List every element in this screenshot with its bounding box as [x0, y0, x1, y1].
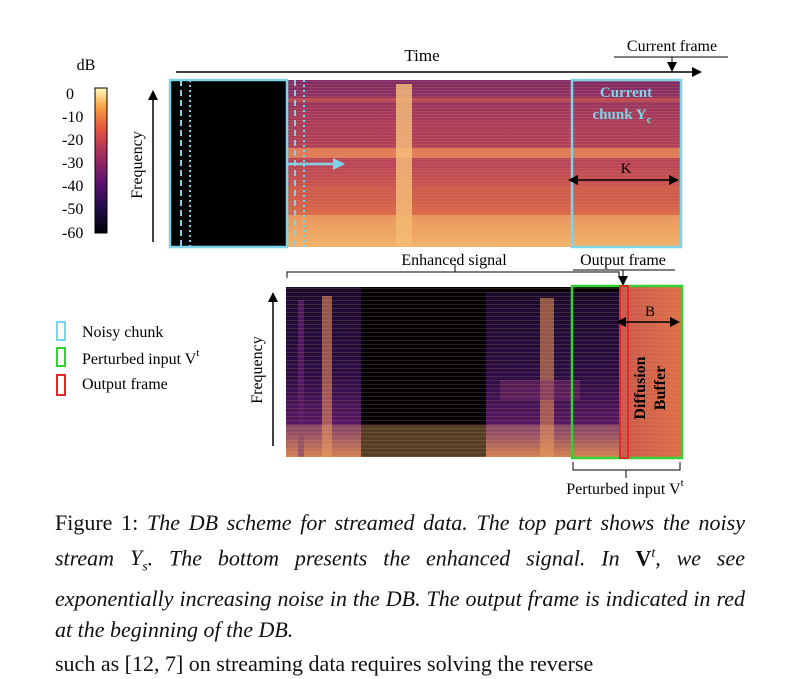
- caption-prefix: Figure 1:: [55, 510, 147, 535]
- perturbed-input-sup: t: [681, 477, 684, 489]
- enhanced-signal-label: Enhanced signal: [401, 252, 507, 269]
- bottom-frequency-label: Frequency: [249, 336, 266, 404]
- body-text-next-line: such as [12, 7] on streaming data requir…: [55, 651, 594, 676]
- legend-label-perturbed-main: Perturbed input V: [82, 351, 197, 368]
- bottom-frequency-axis: Frequency: [249, 292, 278, 446]
- colorbar-tick: -30: [62, 155, 83, 172]
- legend: Noisy chunk Perturbed input Vt Output fr…: [56, 321, 199, 396]
- colorbar: dB 0 -10 -20 -30 -40 -50 -60: [62, 57, 108, 242]
- current-frame-label: Current frame: [627, 38, 717, 55]
- caption-part1: The DB scheme for streamed data. The top…: [55, 510, 745, 571]
- caption-v-bold: V: [635, 545, 652, 571]
- bottom-spectrogram: [286, 287, 682, 457]
- k-span: K: [568, 161, 679, 185]
- legend-label-output-frame: Output frame: [82, 376, 168, 393]
- legend-swatch-output-frame: [56, 374, 66, 396]
- caption-ys-sub: s: [142, 559, 148, 575]
- output-frame-annotation: Output frame: [573, 252, 675, 286]
- caption-ys: Ys: [129, 545, 148, 574]
- perturbed-input-bracket: Perturbed input Vt: [566, 462, 684, 498]
- legend-label-perturbed-input: Perturbed input Vt: [82, 347, 199, 368]
- colorbar-tick: -60: [62, 225, 83, 242]
- current-chunk-label-main: chunk Y: [593, 107, 647, 123]
- output-frame-box: [619, 285, 629, 459]
- top-spectrogram: [170, 80, 681, 247]
- time-label: Time: [404, 46, 439, 65]
- colorbar-ticks: 0 -10 -20 -30 -40 -50 -60: [62, 86, 83, 242]
- colorbar-tick: -20: [62, 132, 83, 149]
- k-label: K: [621, 161, 632, 177]
- current-chunk-box: [570, 78, 683, 249]
- buffer-label: Buffer: [652, 366, 669, 410]
- perturbed-input-label: Perturbed input Vt: [566, 477, 683, 498]
- b-label: B: [645, 304, 655, 320]
- figure-diagram: dB 0 -10 -20 -30 -40 -50 -60 Time Curren…: [56, 38, 728, 498]
- legend-label-perturbed-sup: t: [196, 347, 199, 359]
- figure-caption: Figure 1: The DB scheme for streamed dat…: [55, 507, 745, 645]
- colorbar-tick: -50: [62, 201, 83, 218]
- colorbar-tick: -40: [62, 178, 83, 195]
- top-time-axis: Time Current frame: [176, 38, 728, 77]
- output-frame-label: Output frame: [580, 252, 666, 269]
- current-chunk-subscript: c: [647, 114, 652, 126]
- caption-ys-main: Y: [129, 545, 143, 571]
- perturbed-input-label-main: Perturbed input V: [566, 481, 681, 498]
- legend-swatch-noisy-chunk: [56, 321, 66, 341]
- caption-v-sup: t: [651, 546, 656, 561]
- b-span: B: [616, 304, 680, 327]
- colorbar-tick: -10: [62, 109, 83, 126]
- current-chunk-label-line1: Current: [600, 85, 652, 101]
- caption-part2: . The bottom presents the enhanced signa…: [147, 545, 636, 571]
- current-chunk-label-line2: chunk Yc: [593, 107, 652, 126]
- caption-part3: , we see exponentially increasing noise …: [55, 545, 746, 642]
- legend-swatch-perturbed-input: [56, 347, 66, 367]
- colorbar-unit: dB: [77, 57, 96, 74]
- colorbar-tick: 0: [66, 86, 74, 103]
- top-frequency-label: Frequency: [129, 131, 146, 199]
- top-frequency-axis: Frequency: [129, 90, 158, 242]
- diffusion-label: Diffusion: [632, 356, 649, 419]
- legend-label-noisy-chunk: Noisy chunk: [82, 324, 163, 341]
- enhanced-signal-bracket: Enhanced signal: [286, 252, 620, 278]
